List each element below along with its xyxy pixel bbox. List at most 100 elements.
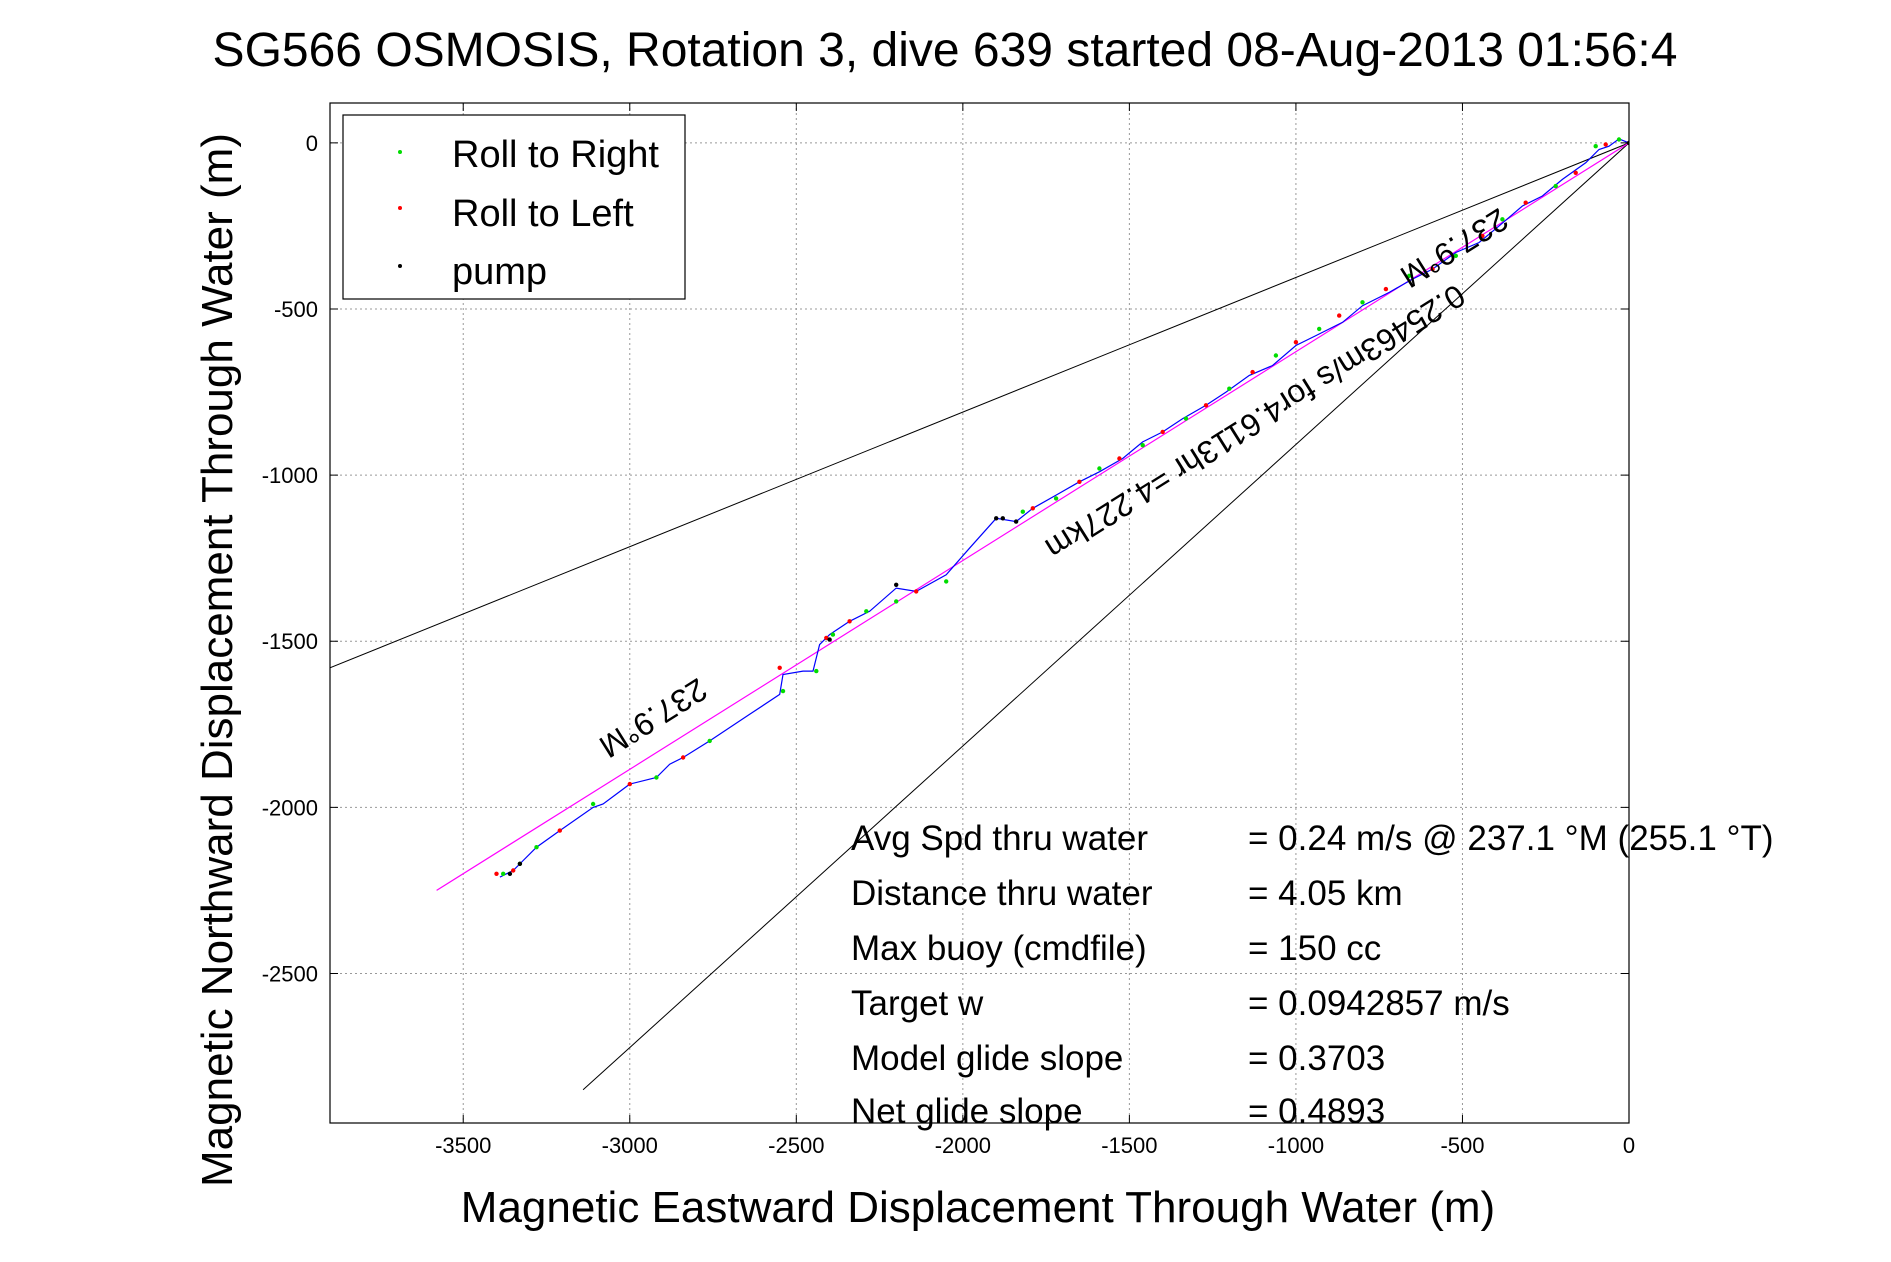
- x-tick-label: -1500: [1101, 1133, 1157, 1158]
- legend-marker-roll-left: [398, 206, 402, 210]
- marker-roll-to-right: [501, 871, 506, 876]
- x-tick-label: -1000: [1268, 1133, 1324, 1158]
- marker-roll-to-right: [1360, 300, 1365, 305]
- stats-block: Avg Spd thru water = 0.24 m/s @ 237.1 °M…: [851, 819, 1774, 1131]
- marker-roll-to-left: [1160, 429, 1165, 435]
- marker-roll-to-left: [1030, 506, 1036, 511]
- marker-roll-to-left: [1573, 170, 1578, 175]
- track-line: [499, 138, 1629, 878]
- marker-roll-to-left: [1603, 142, 1608, 147]
- marker-roll-to-left: [777, 665, 782, 670]
- marker-roll-to-left: [494, 871, 499, 876]
- stat-value: = 0.24 m/s @ 237.1 °M (255.1 °T): [1248, 819, 1774, 858]
- marker-pump: [1000, 516, 1005, 521]
- marker-roll-to-right: [1453, 253, 1459, 258]
- data-markers: [494, 137, 1629, 876]
- marker-roll-to-right: [1020, 509, 1025, 514]
- marker-pump: [517, 861, 523, 866]
- legend-entry: Roll to Left: [452, 193, 634, 235]
- heading-line: [436, 142, 1629, 891]
- y-tick-label: -1000: [262, 463, 318, 488]
- marker-roll-to-right: [1273, 353, 1279, 358]
- marker-roll-to-right: [894, 599, 899, 604]
- marker-pump: [507, 871, 513, 876]
- x-tick-label: -500: [1440, 1133, 1484, 1158]
- marker-roll-to-right: [1593, 144, 1598, 149]
- marker-roll-to-left: [511, 868, 516, 873]
- marker-roll-to-left: [627, 781, 632, 787]
- marker-roll-to-left: [1293, 340, 1299, 345]
- marker-roll-to-right: [1553, 183, 1558, 189]
- marker-roll-to-right: [1140, 443, 1145, 448]
- marker-roll-to-right: [780, 688, 786, 694]
- legend-entry: pump: [452, 251, 547, 293]
- cone-line: [330, 142, 1629, 669]
- marker-roll-to-right: [707, 738, 712, 744]
- stat-label: Net glide slope: [851, 1092, 1083, 1131]
- stat-label: Model glide slope: [851, 1039, 1123, 1078]
- marker-roll-to-left: [557, 828, 562, 833]
- stat-value: = 0.4893: [1248, 1092, 1385, 1131]
- legend-marker-pump: [398, 264, 402, 268]
- x-tick-label: -3500: [435, 1133, 491, 1158]
- marker-roll-to-left: [847, 619, 852, 624]
- x-tick-label: -3000: [602, 1133, 658, 1158]
- marker-roll-to-right: [1500, 217, 1505, 222]
- marker-roll-to-right: [534, 845, 539, 850]
- stat-label: Max buoy (cmdfile): [851, 929, 1147, 968]
- marker-roll-to-right: [590, 801, 596, 807]
- marker-roll-to-right: [814, 668, 819, 674]
- marker-pump: [994, 516, 999, 521]
- marker-roll-to-right: [864, 609, 869, 614]
- marker-roll-to-left: [1337, 313, 1342, 318]
- y-axis-ticks: 0 -500 -1000 -1500 -2000 -2500: [262, 131, 1629, 986]
- marker-roll-to-right: [1317, 326, 1322, 332]
- marker-roll-to-left: [680, 755, 686, 760]
- marker-roll-to-right: [1227, 386, 1232, 391]
- legend-entry: Roll to Right: [452, 134, 659, 176]
- x-axis-label: Magnetic Eastward Displacement Through W…: [461, 1183, 1495, 1232]
- marker-roll-to-left: [824, 635, 829, 641]
- stat-label: Avg Spd thru water: [851, 819, 1148, 858]
- stat-label: Target w: [851, 984, 984, 1023]
- marker-pump: [1013, 519, 1019, 524]
- marker-roll-to-left: [1523, 200, 1528, 205]
- cone-line: [582, 142, 1629, 1091]
- marker-roll-to-left: [1077, 479, 1082, 484]
- marker-roll-to-right: [1407, 273, 1412, 278]
- stat-value: = 0.3703: [1248, 1039, 1385, 1078]
- marker-roll-to-right: [1053, 496, 1059, 501]
- marker-pump: [827, 637, 832, 642]
- marker-roll-to-left: [914, 589, 919, 594]
- y-tick-label: -500: [274, 297, 318, 322]
- marker-pump: [894, 582, 899, 587]
- x-tick-label: -2000: [935, 1133, 991, 1158]
- stat-value: = 4.05 km: [1248, 874, 1403, 913]
- legend-marker-roll-right: [398, 150, 402, 154]
- marker-roll-to-right: [1097, 466, 1102, 471]
- marker-roll-to-left: [1383, 286, 1389, 292]
- marker-roll-to-left: [1480, 233, 1485, 239]
- cone-lines: [330, 142, 1629, 1091]
- x-tick-label: -2500: [768, 1133, 824, 1158]
- stat-value: = 0.0942857 m/s: [1248, 984, 1510, 1023]
- marker-roll-to-left: [1203, 403, 1209, 408]
- y-tick-label: 0: [306, 131, 318, 156]
- plot-frame: [329, 102, 1630, 1124]
- marker-roll-to-left: [1430, 266, 1435, 272]
- marker-roll-to-right: [1616, 137, 1622, 142]
- stat-value: = 150 cc: [1248, 929, 1381, 968]
- heading-line-path: [436, 142, 1629, 891]
- marker-roll-to-right: [654, 775, 659, 780]
- x-axis-ticks: -3500 -3000 -2500 -2000 -1500 -1000 -500 0: [435, 103, 1635, 1158]
- x-tick-label: 0: [1623, 1133, 1635, 1158]
- marker-roll-to-left: [1117, 456, 1122, 461]
- y-axis-label: Magnetic Northward Displacement Through …: [193, 133, 242, 1187]
- marker-roll-to-right: [944, 579, 949, 584]
- marker-roll-to-right: [830, 632, 836, 637]
- legend: Roll to Right Roll to Left pump: [342, 114, 686, 300]
- track-path: [499, 138, 1629, 878]
- y-tick-label: -2500: [262, 961, 318, 986]
- marker-roll-to-right: [1183, 416, 1189, 421]
